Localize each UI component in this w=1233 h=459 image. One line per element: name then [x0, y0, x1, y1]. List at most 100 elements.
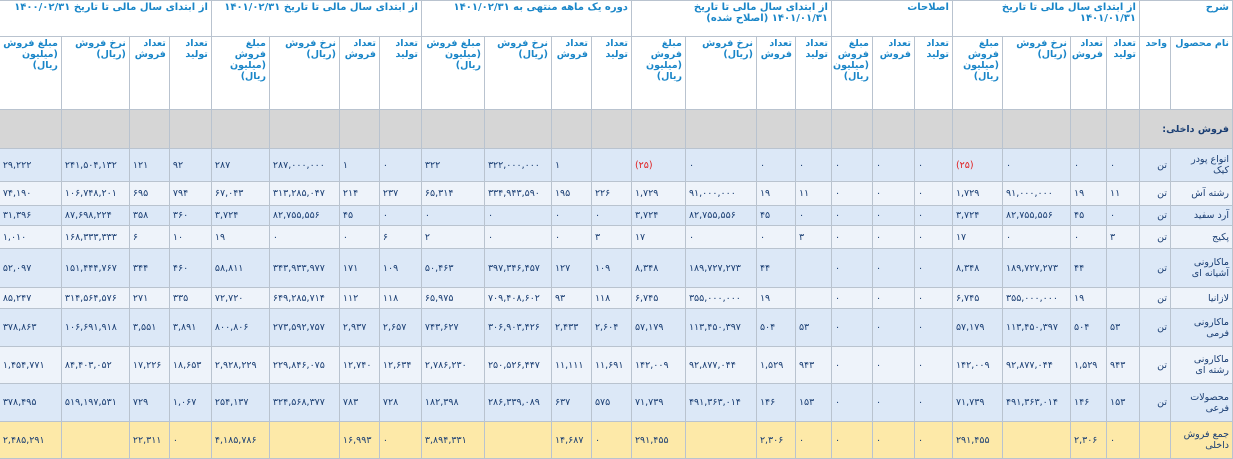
group-header: شرح — [1138, 0, 1233, 37]
cell: ۱۱۳,۴۵۰,۳۹۷ — [1001, 308, 1071, 347]
cell: ۰ — [1069, 148, 1107, 182]
cell: ۰ — [830, 148, 873, 182]
cell: ۶۵,۹۷۵ — [420, 287, 485, 309]
cell: ۰ — [590, 421, 632, 459]
cell: ۱۱۸ — [378, 287, 422, 309]
cell: ۵۸,۸۱۱ — [210, 248, 270, 288]
cell: ۱۴۲,۰۰۹ — [630, 346, 686, 384]
group-header: از ابتدای سال مالی تا تاریخ ۱۴۰۰/۰۲/۳۱ — [0, 0, 212, 37]
cell: ۰ — [830, 248, 873, 288]
cell: ۲۳۷ — [378, 181, 422, 206]
group-header: از ابتدای سال مالی تا تاریخ ۱۴۰۱/۰۱/۳۱ (… — [630, 0, 832, 37]
cell: ۱۲۱ — [128, 148, 170, 182]
total-row: جمع فروش داخلی ۰ ۲,۳۰۶ ۲۹۱,۴۵۵ ۰ ۰ ۰ ۰ ۲,۳۰۶ ۲۹۱,… — [0, 421, 1233, 459]
empty-cell — [1105, 287, 1140, 309]
cell: ۳۶۰ — [168, 205, 212, 226]
column-header-row: نام محصول واحد تعداد تولید تعداد فروش نرخ فر… — [0, 36, 1233, 110]
empty-cell — [210, 109, 270, 149]
cell: ۲,۶۰۴ — [590, 308, 632, 347]
cell: ۳۷۸,۸۶۳ — [0, 308, 62, 347]
cell: ۶۷,۰۴۳ — [210, 181, 270, 206]
cell: ۲,۹۳۷ — [338, 308, 380, 347]
column-header: تعداد تولید — [378, 36, 422, 110]
cell: ۰ — [794, 421, 832, 459]
row-label: انواع پودر کیک — [1170, 148, 1233, 182]
data-row: ماکارونی فرمی تن ۵۳ ۵۰۴ ۱۱۳,۴۵۰,۳۹۷ ۵۷,۱۷۹ ۰ ۰ ۰… — [0, 308, 1233, 347]
cell: ۲,۳۰۶ — [1069, 421, 1107, 459]
row-label: پکیج — [1170, 225, 1233, 249]
cell: ۷۴,۱۹۰ — [0, 181, 62, 206]
empty-cell — [168, 109, 212, 149]
cell: ۱۱ — [794, 181, 832, 206]
cell: ۰ — [483, 205, 552, 226]
cell: ۱۷۱ — [338, 248, 380, 288]
cell: ۴۴ — [755, 248, 796, 288]
cell: ۴,۱۸۵,۷۸۶ — [210, 421, 270, 459]
cell: ۲۹,۲۲۲ — [0, 148, 62, 182]
cell: ۰ — [913, 181, 953, 206]
row-label: رشته آش — [1170, 181, 1233, 206]
cell: ۱۸۹,۷۲۷,۲۷۳ — [1001, 248, 1071, 288]
column-header: مبلغ فروش (میلیون ریال) — [830, 36, 873, 110]
empty-cell — [60, 421, 130, 459]
cell: ۷۴۳,۶۲۷ — [420, 308, 485, 347]
cell: ۰ — [913, 421, 953, 459]
cell: ۵۳ — [1105, 308, 1140, 347]
cell: ۲۷۳,۵۹۲,۷۵۷ — [268, 308, 340, 347]
cell: ۴۵ — [338, 205, 380, 226]
empty-cell — [590, 148, 632, 182]
cell: ۲۱۴ — [338, 181, 380, 206]
empty-cell — [1105, 109, 1140, 149]
cell: تن — [1138, 287, 1172, 309]
cell: ۱۱۲ — [338, 287, 380, 309]
cell: ۳۳۵ — [168, 287, 212, 309]
cell: ۹۱,۰۰۰,۰۰۰ — [1001, 181, 1071, 206]
cell: ۸۲,۷۵۵,۵۵۶ — [1001, 205, 1071, 226]
cell: ۸۵,۲۴۷ — [0, 287, 62, 309]
cell: ۷۹۴ — [168, 181, 212, 206]
cell: ۲۹۱,۴۵۵ — [630, 421, 686, 459]
cell: ۳۵۸ — [128, 205, 170, 226]
cell: ۹۱,۰۰۰,۰۰۰ — [684, 181, 757, 206]
cell: ۵۰۴ — [755, 308, 796, 347]
cell: ۴۶۰ — [168, 248, 212, 288]
empty-cell — [483, 421, 552, 459]
cell: ۰ — [871, 205, 915, 226]
cell: (۲۵) — [630, 148, 686, 182]
column-header: نرخ فروش (ریال) — [60, 36, 130, 110]
column-header: نرخ فروش (ریال) — [684, 36, 757, 110]
cell: ۲۷۱ — [128, 287, 170, 309]
cell: ۱۵۳ — [1105, 383, 1140, 422]
cell: ۶۹۵ — [128, 181, 170, 206]
cell: ۲,۷۸۶,۲۳۰ — [420, 346, 485, 384]
cell: ۰ — [913, 225, 953, 249]
cell: ۴۴ — [1069, 248, 1107, 288]
cell: ۱۷ — [951, 225, 1003, 249]
cell: ۰ — [830, 421, 873, 459]
cell: ۰ — [871, 308, 915, 347]
cell: ۲,۴۳۳ — [550, 308, 592, 347]
row-label: لازانیا — [1170, 287, 1233, 309]
cell: ۵۱۹,۱۹۷,۵۳۱ — [60, 383, 130, 422]
cell: ۹۴۳ — [1105, 346, 1140, 384]
empty-cell — [0, 109, 62, 149]
empty-cell — [378, 109, 422, 149]
cell: ۷۲۹ — [128, 383, 170, 422]
column-header: تعداد تولید — [794, 36, 832, 110]
empty-cell — [794, 248, 832, 288]
cell: ۸,۳۴۸ — [630, 248, 686, 288]
cell: ۱۷,۲۲۶ — [128, 346, 170, 384]
cell: ۰ — [871, 181, 915, 206]
cell: ۳۱۳,۲۸۵,۰۴۷ — [268, 181, 340, 206]
cell: ۰ — [871, 225, 915, 249]
cell: ۰ — [913, 148, 953, 182]
empty-cell — [420, 109, 485, 149]
cell: ۱۶۸,۳۳۳,۳۳۳ — [60, 225, 130, 249]
cell: ۷۲,۷۲۰ — [210, 287, 270, 309]
cell: تن — [1138, 148, 1172, 182]
cell: ۰ — [913, 248, 953, 288]
cell: ۹۲,۸۷۷,۰۴۴ — [684, 346, 757, 384]
cell: ۳۱,۳۹۶ — [0, 205, 62, 226]
